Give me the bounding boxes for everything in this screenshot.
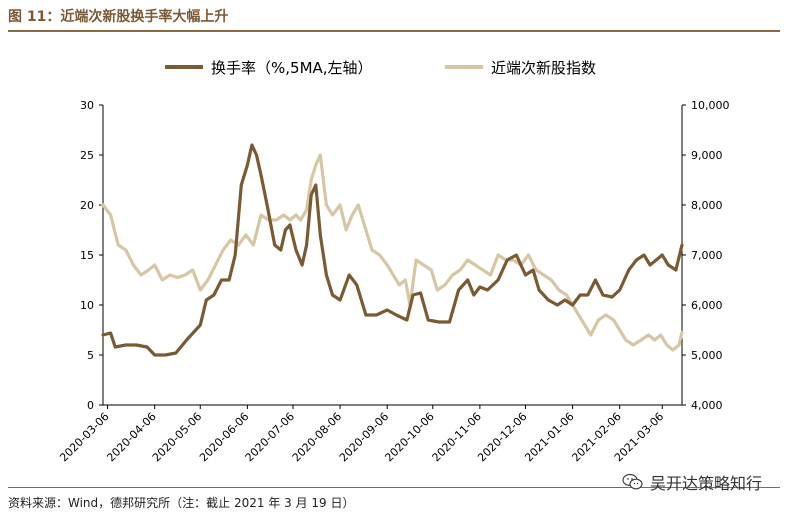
y-right-tick-label: 4,000 [691,399,723,412]
y-left-tick-label: 0 [87,399,94,412]
chart-series [101,143,684,357]
y-left-tick-label: 30 [80,99,94,112]
watermark-text: 吴开达策略知行 [649,474,762,493]
source-note: 资料来源：Wind，德邦研究所（注：截止 2021 年 3 月 19 日） [8,496,355,510]
footer-divider [8,487,780,488]
turnover-series-line [101,143,684,357]
x-tick-label: 2020-03-06 [57,410,111,464]
legend: 换手率（%,5MA,左轴） 近端次新股指数 [165,59,596,77]
y-left-tick-label: 25 [80,149,94,162]
chart-axes: 0 5 10 15 20 25 30 4,000 5,000 6,000 7,000 8,000 9,0… [57,99,729,464]
x-tick-label: 2020-10-06 [382,410,436,464]
legend-turnover-label: 换手率（%,5MA,左轴） [211,59,373,77]
index-series-line [101,153,684,352]
x-tick-label: 2020-05-06 [150,410,204,464]
y-left-tick-label: 20 [80,199,94,212]
wechat-icon [622,473,643,490]
x-tick-label: 2020-12-06 [475,410,529,464]
y-right-tick-label: 6,000 [691,299,723,312]
legend-index-label: 近端次新股指数 [491,59,596,77]
y-right-tick-label: 5,000 [691,349,723,362]
x-tick-label: 2020-07-06 [243,410,297,464]
y-left-tick-label: 10 [80,299,94,312]
y-right-tick-label: 9,000 [691,149,723,162]
y-right-tick-label: 7,000 [691,249,723,262]
y-right-tick-label: 10,000 [691,99,730,112]
y-left-tick-label: 15 [80,249,94,262]
title-divider [8,30,780,32]
y-left-tick-label: 5 [87,349,94,362]
figure-title: 图 11：近端次新股换手率大幅上升 [8,9,229,25]
x-tick-label: 2020-08-06 [290,410,344,464]
watermark: 吴开达策略知行 [622,470,762,494]
y-right-tick-label: 8,000 [691,199,723,212]
x-tick-label: 2021-01-06 [522,410,576,464]
